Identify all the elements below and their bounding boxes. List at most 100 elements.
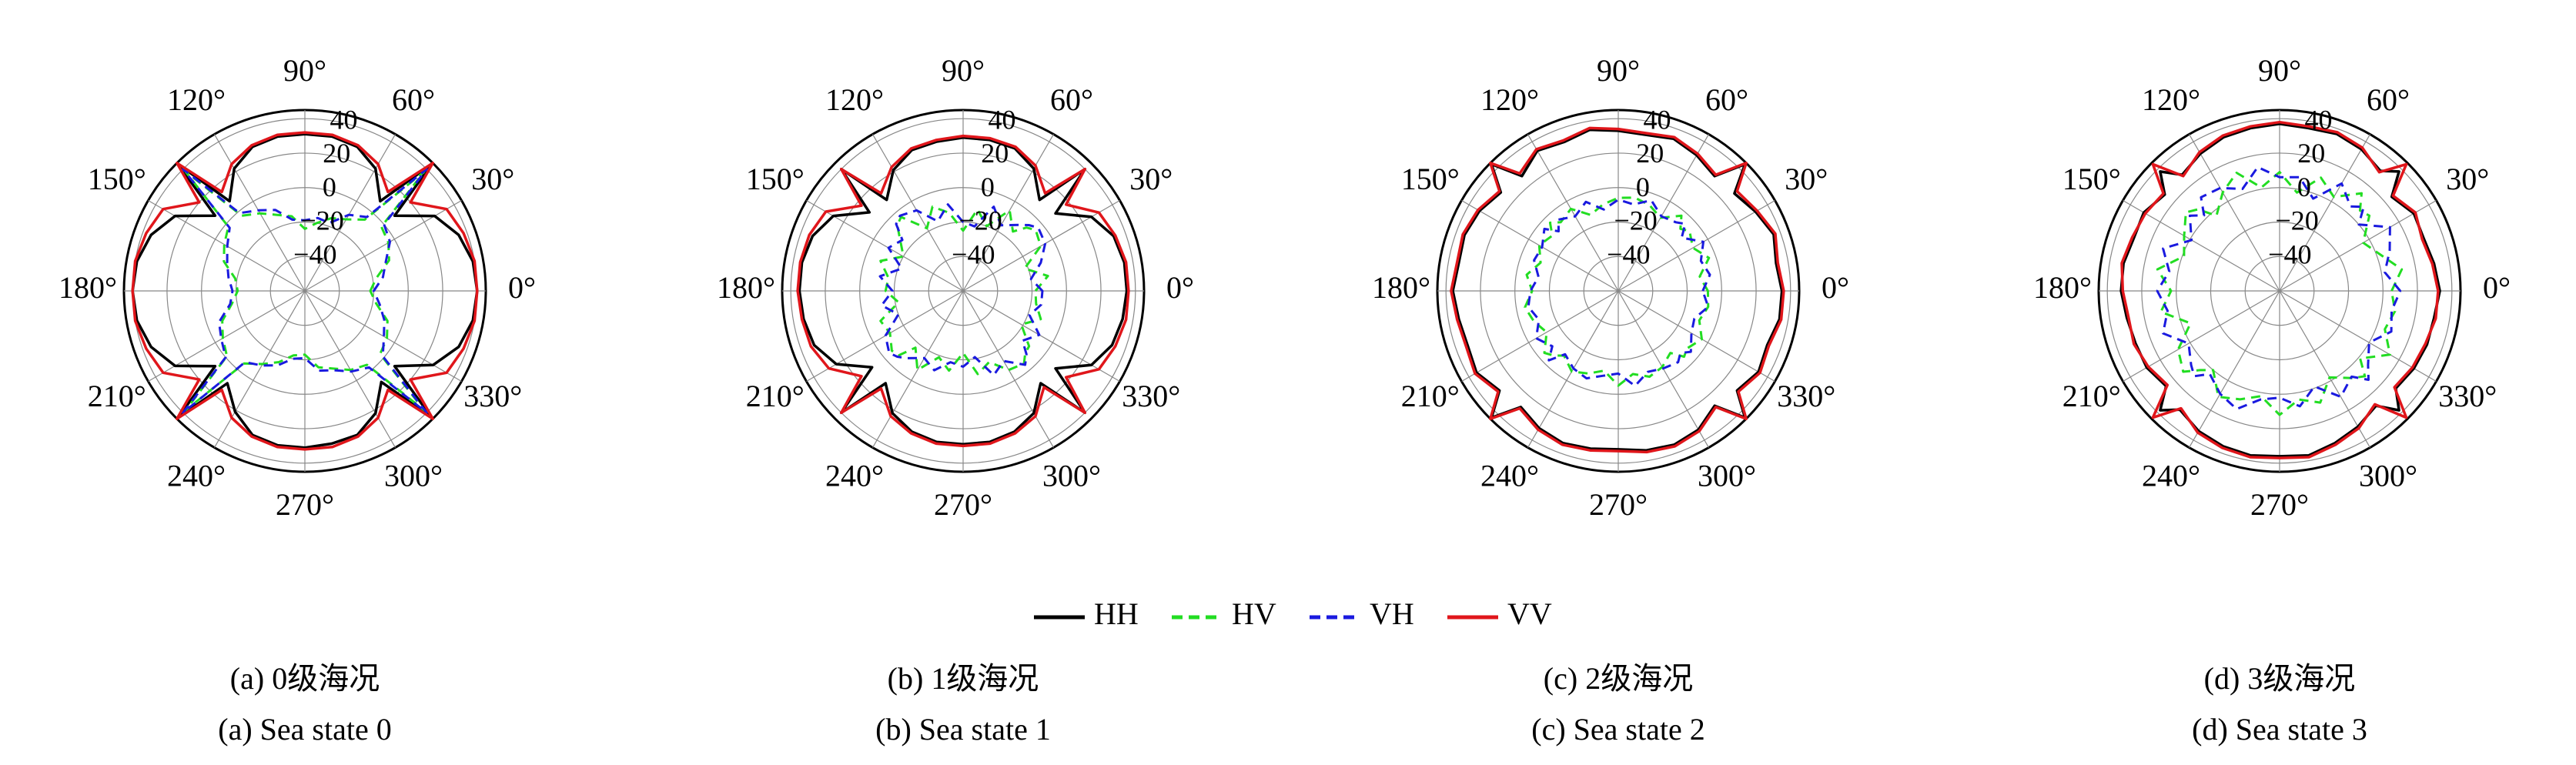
grid-spoke — [2279, 290, 2437, 382]
radial-tick-label: −40 — [2268, 239, 2311, 269]
angle-label: 120° — [1480, 82, 1539, 117]
angle-label: 270° — [934, 487, 992, 522]
angle-label: 0° — [508, 270, 536, 305]
grid-spoke — [148, 290, 306, 382]
radial-tick-label: −40 — [952, 239, 995, 269]
grid-spoke — [962, 134, 1055, 292]
grid-spoke — [213, 290, 306, 448]
caption: (d) 3级海况 — [2204, 661, 2356, 696]
caption-en: (b) Sea state 1 — [875, 712, 1051, 747]
grid-spoke — [1527, 134, 1619, 292]
radial-tick-label: 40 — [989, 104, 1016, 135]
radial-tick-label: 20 — [323, 138, 350, 169]
radial-tick-label: 0 — [1636, 172, 1650, 202]
angle-label: 240° — [2142, 458, 2200, 493]
series-line — [2156, 171, 2404, 416]
series-line — [879, 205, 1049, 376]
series-line — [2120, 120, 2440, 459]
caption: (b) 1级海况 — [888, 661, 1039, 696]
radial-tick-label: −20 — [958, 205, 1002, 236]
angle-label: 300° — [1042, 458, 1101, 493]
angle-label: 300° — [1698, 458, 1756, 493]
caption: (c) 2级海况 — [1544, 661, 1693, 696]
radial-tick-label: 40 — [2305, 104, 2333, 135]
caption: (a) 0级海况 — [230, 661, 380, 696]
series-line — [1524, 196, 1711, 387]
angle-label: 180° — [2033, 270, 2092, 305]
grid-spoke — [304, 134, 396, 292]
angle-label: 60° — [1050, 82, 1093, 117]
series-line — [796, 134, 1130, 448]
angle-label: 30° — [1129, 162, 1173, 196]
grid-spoke — [2188, 134, 2280, 292]
angle-label: 330° — [2438, 379, 2497, 413]
angle-label: 0° — [1822, 270, 1849, 305]
angle-label: 180° — [1372, 270, 1430, 305]
angle-label: 60° — [392, 82, 435, 117]
radial-tick-label: 20 — [2297, 138, 2325, 169]
angle-label: 180° — [717, 270, 775, 305]
angle-label: 0° — [1166, 270, 1194, 305]
series-line — [182, 168, 428, 414]
series-line — [131, 131, 479, 451]
radial-tick-label: −40 — [293, 239, 336, 269]
legend: HH HV VH VV — [1034, 596, 1552, 631]
angle-label: 0° — [2483, 270, 2511, 305]
legend-label: VH — [1370, 596, 1414, 631]
angle-label: 210° — [746, 379, 805, 413]
series-line — [798, 136, 1129, 446]
angle-label: 240° — [825, 458, 884, 493]
angle-label: 300° — [2359, 458, 2417, 493]
angle-label: 30° — [471, 162, 514, 196]
angle-label: 60° — [1705, 82, 1748, 117]
polar-chart: 0° 30° 60° 90° 120° 150° 180° 210° 240° 270° 300° 3… — [59, 53, 536, 747]
angle-label: 60° — [2367, 82, 2410, 117]
grid-spoke — [304, 290, 462, 382]
polar-chart: 0° 30° 60° 90° 120° 150° 180° 210° 240° 270° 300° 3… — [2033, 53, 2511, 747]
grid-spoke — [2123, 199, 2280, 292]
angle-label: 120° — [2142, 82, 2200, 117]
grid-spoke — [962, 290, 1120, 382]
grid-spoke — [2279, 134, 2371, 292]
radial-tick-label: 20 — [1636, 138, 1664, 169]
grid-spoke — [1618, 290, 1775, 382]
series-line — [1451, 128, 1784, 452]
angle-label: 150° — [746, 162, 805, 196]
caption-en: (c) Sea state 2 — [1531, 712, 1705, 747]
angle-label: 330° — [463, 379, 522, 413]
grid-spoke — [871, 134, 964, 292]
angle-label: 180° — [59, 270, 117, 305]
angle-label: 30° — [1785, 162, 1828, 196]
grid-spoke — [806, 290, 964, 382]
angle-label: 150° — [2062, 162, 2121, 196]
grid-spoke — [2279, 199, 2437, 292]
series-line — [1527, 198, 1711, 387]
series-line — [878, 203, 1047, 376]
angle-label: 90° — [942, 53, 985, 88]
radial-tick-label: 20 — [981, 138, 1009, 169]
angle-label: 300° — [384, 458, 443, 493]
grid-spoke — [1461, 290, 1619, 382]
polar-chart: 0° 30° 60° 90° 120° 150° 180° 210° 240° 270° 300° 3… — [717, 53, 1194, 747]
grid-spoke — [962, 199, 1120, 292]
legend-label: HV — [1232, 596, 1276, 631]
radial-tick-label: −20 — [1614, 205, 1657, 236]
angle-label: 270° — [1589, 487, 1648, 522]
angle-label: 150° — [1401, 162, 1460, 196]
legend-label: HH — [1094, 596, 1139, 631]
grid-spoke — [1618, 199, 1775, 292]
grid-spoke — [806, 199, 964, 292]
radial-tick-label: −20 — [300, 205, 343, 236]
angle-label: 330° — [1777, 379, 1835, 413]
angle-label: 210° — [1401, 379, 1460, 413]
angle-label: 210° — [88, 379, 146, 413]
radial-tick-label: 0 — [981, 172, 995, 202]
caption-en: (a) Sea state 0 — [218, 712, 391, 747]
grid-spoke — [962, 290, 1055, 448]
angle-label: 240° — [1480, 458, 1539, 493]
legend-label: VV — [1507, 596, 1552, 631]
angle-label: 330° — [1122, 379, 1180, 413]
grid-spoke — [871, 290, 964, 448]
radial-tick-label: −20 — [2275, 205, 2318, 236]
